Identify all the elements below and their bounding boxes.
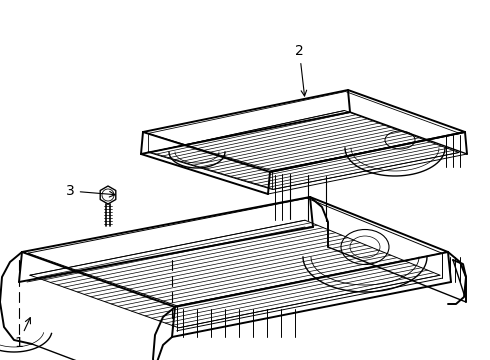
Text: 2: 2	[295, 44, 307, 96]
Text: 1: 1	[14, 318, 30, 350]
Text: 3: 3	[66, 184, 115, 198]
